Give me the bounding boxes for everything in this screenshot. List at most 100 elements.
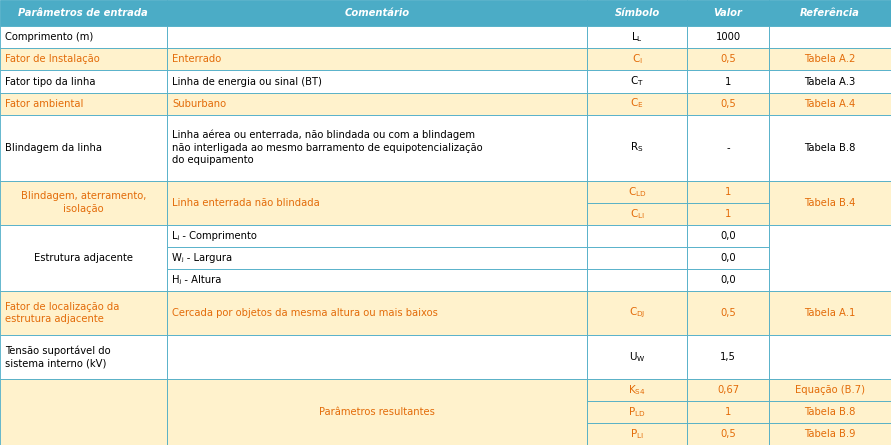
FancyBboxPatch shape [0, 26, 167, 49]
Text: Hⱼ - Altura: Hⱼ - Altura [172, 275, 221, 285]
FancyBboxPatch shape [687, 49, 769, 70]
Text: Comprimento (m): Comprimento (m) [5, 32, 94, 42]
Text: Linha aérea ou enterrada, não blindada ou com a blindagem
não interligada ao mes: Linha aérea ou enterrada, não blindada o… [172, 130, 483, 165]
Text: Tabela A.2: Tabela A.2 [805, 54, 855, 65]
Text: $\mathrm{C_{DJ}}$: $\mathrm{C_{DJ}}$ [629, 306, 645, 320]
FancyBboxPatch shape [0, 114, 167, 181]
FancyBboxPatch shape [769, 379, 891, 401]
Text: $\mathrm{C_{LD}}$: $\mathrm{C_{LD}}$ [628, 185, 646, 198]
FancyBboxPatch shape [687, 26, 769, 49]
Text: -: - [726, 142, 730, 153]
FancyBboxPatch shape [687, 225, 769, 247]
FancyBboxPatch shape [687, 70, 769, 93]
FancyBboxPatch shape [0, 335, 167, 379]
FancyBboxPatch shape [167, 247, 587, 269]
Text: 0,0: 0,0 [720, 253, 736, 263]
FancyBboxPatch shape [769, 93, 891, 114]
FancyBboxPatch shape [687, 401, 769, 423]
Text: 1: 1 [724, 77, 732, 86]
FancyBboxPatch shape [587, 70, 687, 93]
FancyBboxPatch shape [0, 291, 167, 335]
FancyBboxPatch shape [587, 93, 687, 114]
FancyBboxPatch shape [0, 0, 167, 26]
FancyBboxPatch shape [687, 335, 769, 379]
FancyBboxPatch shape [0, 181, 167, 225]
FancyBboxPatch shape [167, 70, 587, 93]
FancyBboxPatch shape [587, 335, 687, 379]
Text: Tabela B.8: Tabela B.8 [805, 407, 855, 417]
Text: Linha enterrada não blindada: Linha enterrada não blindada [172, 198, 320, 208]
Text: $\mathrm{U_{W}}$: $\mathrm{U_{W}}$ [629, 350, 645, 364]
FancyBboxPatch shape [167, 93, 587, 114]
Text: Equação (B.7): Equação (B.7) [795, 385, 865, 395]
FancyBboxPatch shape [769, 291, 891, 335]
FancyBboxPatch shape [0, 70, 167, 93]
Text: 0,5: 0,5 [720, 54, 736, 65]
FancyBboxPatch shape [687, 93, 769, 114]
FancyBboxPatch shape [167, 26, 587, 49]
Text: 0,67: 0,67 [717, 385, 739, 395]
FancyBboxPatch shape [687, 114, 769, 181]
Text: $\mathrm{C_{LI}}$: $\mathrm{C_{LI}}$ [630, 207, 644, 221]
Text: 1,5: 1,5 [720, 352, 736, 362]
FancyBboxPatch shape [587, 291, 687, 335]
Text: Fator de localização da
estrutura adjacente: Fator de localização da estrutura adjace… [5, 302, 119, 324]
FancyBboxPatch shape [0, 379, 167, 445]
Text: Cercada por objetos da mesma altura ou mais baixos: Cercada por objetos da mesma altura ou m… [172, 308, 437, 318]
Text: 0,0: 0,0 [720, 231, 736, 241]
Text: Estrutura adjacente: Estrutura adjacente [34, 253, 133, 263]
Text: $\mathrm{C_{T}}$: $\mathrm{C_{T}}$ [630, 75, 644, 89]
FancyBboxPatch shape [587, 401, 687, 423]
Text: Tabela A.3: Tabela A.3 [805, 77, 855, 86]
FancyBboxPatch shape [687, 291, 769, 335]
FancyBboxPatch shape [0, 225, 167, 291]
Text: Símbolo: Símbolo [615, 8, 659, 18]
FancyBboxPatch shape [587, 247, 687, 269]
Text: 0,5: 0,5 [720, 308, 736, 318]
Text: Tabela B.8: Tabela B.8 [805, 142, 855, 153]
Text: Valor: Valor [714, 8, 742, 18]
Text: 0,5: 0,5 [720, 98, 736, 109]
FancyBboxPatch shape [769, 0, 891, 26]
Text: $\mathrm{C_{I}}$: $\mathrm{C_{I}}$ [632, 53, 642, 66]
Text: $\mathrm{K_{S4}}$: $\mathrm{K_{S4}}$ [628, 383, 646, 397]
Text: Blindagem da linha: Blindagem da linha [5, 142, 102, 153]
Text: Fator de Instalação: Fator de Instalação [5, 54, 100, 65]
FancyBboxPatch shape [587, 49, 687, 70]
FancyBboxPatch shape [769, 423, 891, 445]
Text: $\mathrm{C_{E}}$: $\mathrm{C_{E}}$ [630, 97, 644, 110]
Text: Fator ambiental: Fator ambiental [5, 98, 84, 109]
FancyBboxPatch shape [769, 401, 891, 423]
Text: $\mathrm{P_{LI}}$: $\mathrm{P_{LI}}$ [630, 427, 644, 441]
Text: $\mathrm{L_{L}}$: $\mathrm{L_{L}}$ [631, 31, 643, 44]
FancyBboxPatch shape [587, 26, 687, 49]
Text: Enterrado: Enterrado [172, 54, 221, 65]
FancyBboxPatch shape [769, 49, 891, 70]
FancyBboxPatch shape [167, 114, 587, 181]
Text: $\mathrm{P_{LD}}$: $\mathrm{P_{LD}}$ [628, 405, 646, 419]
Text: 1: 1 [724, 407, 732, 417]
FancyBboxPatch shape [687, 269, 769, 291]
Text: 0,5: 0,5 [720, 429, 736, 439]
FancyBboxPatch shape [587, 379, 687, 401]
FancyBboxPatch shape [587, 181, 687, 202]
FancyBboxPatch shape [587, 114, 687, 181]
Text: 1: 1 [724, 209, 732, 218]
FancyBboxPatch shape [587, 423, 687, 445]
FancyBboxPatch shape [0, 49, 167, 70]
FancyBboxPatch shape [167, 269, 587, 291]
Text: $\mathrm{R_{S}}$: $\mathrm{R_{S}}$ [630, 141, 644, 154]
Text: Referência: Referência [800, 8, 860, 18]
FancyBboxPatch shape [687, 0, 769, 26]
FancyBboxPatch shape [587, 269, 687, 291]
FancyBboxPatch shape [587, 225, 687, 247]
FancyBboxPatch shape [769, 114, 891, 181]
Text: 0,0: 0,0 [720, 275, 736, 285]
FancyBboxPatch shape [769, 225, 891, 291]
Text: Parâmetros de entrada: Parâmetros de entrada [19, 8, 148, 18]
Text: Linha de energia ou sinal (BT): Linha de energia ou sinal (BT) [172, 77, 322, 86]
FancyBboxPatch shape [167, 0, 587, 26]
Text: 1000: 1000 [715, 32, 740, 42]
FancyBboxPatch shape [587, 202, 687, 225]
Text: Tabela A.1: Tabela A.1 [805, 308, 855, 318]
